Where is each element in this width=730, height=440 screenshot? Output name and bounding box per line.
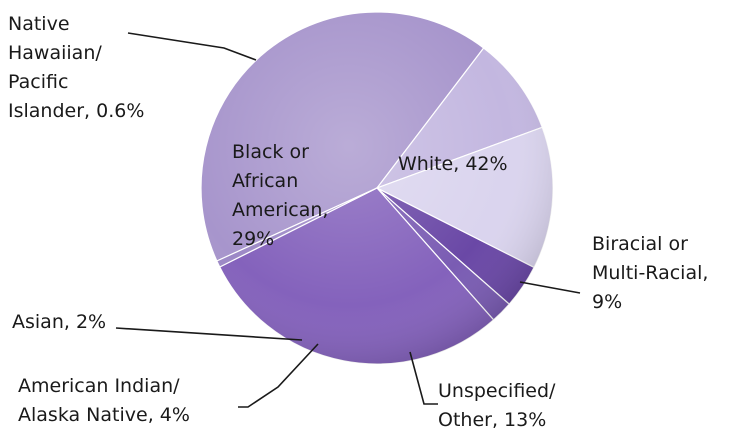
slice-label-line: Black or (232, 141, 309, 163)
slice-label-line: 29% (232, 228, 274, 250)
slice-label-line: Alaska Native, 4% (18, 404, 190, 426)
slice-label-line: 9% (592, 291, 622, 313)
slice-label-line: Asian, 2% (12, 311, 106, 333)
leader-line-biracial-or-multi-racial (519, 281, 581, 294)
slice-label-american-indian-alaska-native: American Indian/Alaska Native, 4% (18, 375, 190, 426)
slice-label-line: American, (232, 199, 328, 221)
leader-line-unspecified-other (409, 351, 438, 405)
slice-label-asian: Asian, 2% (12, 311, 106, 333)
slice-labels: White, 42% Biracial or Multi-Racial, 9% Unsp… (8, 13, 708, 431)
slice-label-line: Other, 13% (438, 409, 546, 431)
slice-label-black-or-african-american: Black or African American, 29% (232, 141, 328, 250)
slice-label-line: Hawaiian/ (8, 42, 102, 64)
slice-label-biracial-or-multi-racial: Biracial or Multi-Racial, 9% (592, 233, 708, 313)
leader-line-native-hawaiian-pacific-islander (127, 32, 257, 61)
slice-label-unspecified-other: Unspecified/Other, 13% (438, 380, 556, 431)
slice-label-line: American Indian/ (18, 375, 180, 397)
slice-label-native-hawaiian-pacific-islander: Native Hawaiian/Pacific Islander, 0.6% (8, 13, 144, 122)
slice-label-line: African (232, 170, 298, 192)
slice-label-line: Pacific (8, 71, 68, 93)
slice-label-line: Native (8, 13, 70, 35)
slice-label-line: Multi-Racial, (592, 262, 708, 284)
slice-label-white: White, 42% (398, 153, 508, 175)
slice-label-line: Islander, 0.6% (8, 100, 144, 122)
leader-lines (115, 32, 581, 408)
slice-label-line: Biracial or (592, 233, 688, 255)
slice-label-line: White, 42% (398, 153, 508, 175)
leader-line-asian (115, 327, 303, 341)
slice-label-line: Unspecified/ (438, 380, 556, 402)
leader-line-american-indian-alaska-native (238, 343, 319, 408)
